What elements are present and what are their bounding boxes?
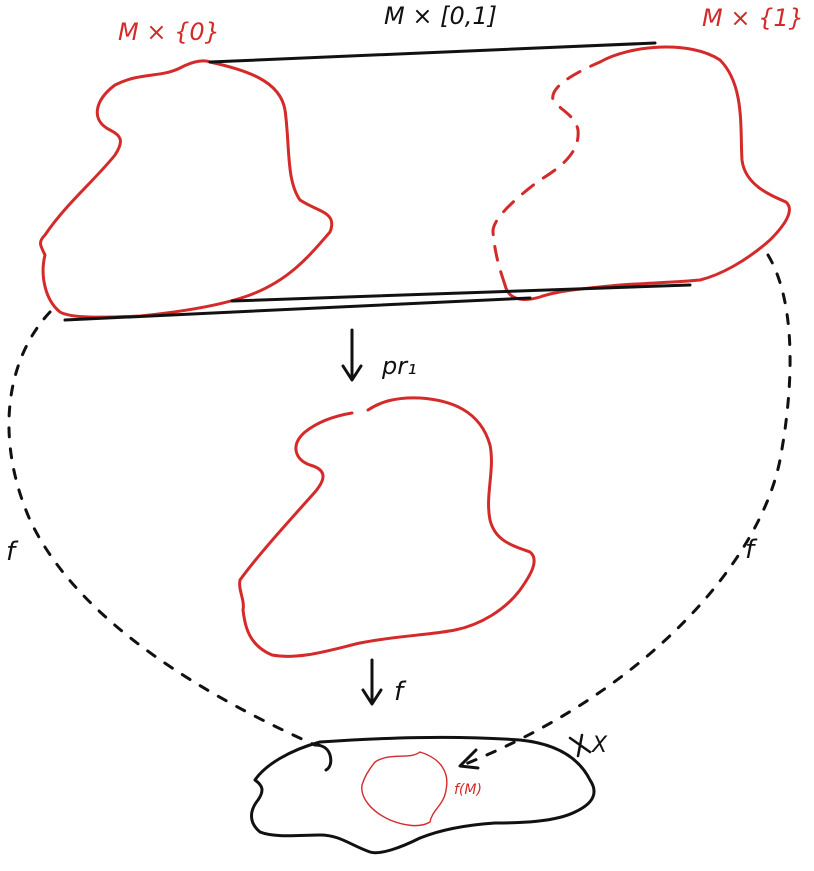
cylinder-top-edge <box>208 41 657 64</box>
label-pr1: pr₁ <box>381 352 417 380</box>
label-f-left: f <box>6 537 19 567</box>
label-m-times-0: M × {0} <box>118 18 220 46</box>
dashed-map-f-right <box>461 253 792 767</box>
dashed-map-f-left <box>7 310 317 747</box>
dashed-map-f-left-head <box>313 743 333 772</box>
label-x-space: X <box>591 733 608 758</box>
arrow-pr1-head <box>341 364 363 382</box>
manifold-m-times-0 <box>39 59 334 319</box>
image-f-of-m <box>361 751 448 827</box>
label-m-times-1: M × {1} <box>702 4 804 32</box>
manifold-m <box>238 396 536 658</box>
label-f-down: f <box>394 677 407 707</box>
manifold-m-times-1-solid <box>503 45 791 301</box>
label-f-of-m: f(M) <box>454 782 482 798</box>
cylinder-bottom-edge-2 <box>63 296 532 322</box>
space-x <box>250 735 596 855</box>
cylinder-bottom-edge-1 <box>230 283 692 303</box>
label-f-right: f <box>745 535 758 565</box>
label-m-times-interval: M × [0,1] <box>384 2 497 30</box>
manifold-m-times-1-dashed <box>491 60 602 287</box>
dashed-map-f-right-head <box>458 748 480 770</box>
arrow-f-down-head <box>361 688 383 706</box>
x-cross-mark <box>568 733 592 758</box>
